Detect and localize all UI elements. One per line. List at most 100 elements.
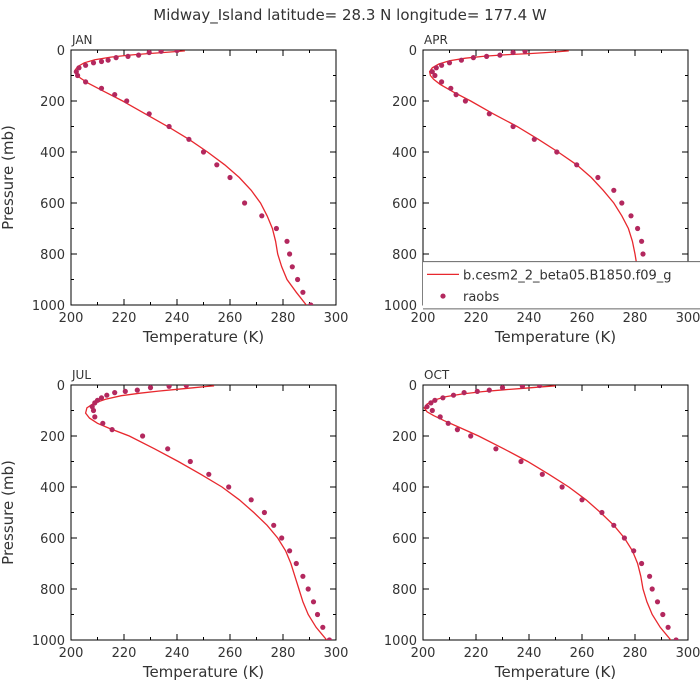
raobs-point [439,79,445,85]
raobs-point [448,85,454,91]
raobs-point [439,62,445,68]
raobs-point [186,136,192,142]
raobs-point [261,509,267,516]
y-tick-label: 400 [392,481,417,496]
raobs-point [271,522,277,528]
y-tick-label: 1000 [384,299,417,314]
model-profile-line [74,50,307,305]
raobs-point [639,560,645,567]
x-tick-label: 220 [112,646,137,661]
raobs-point [433,65,439,71]
raobs-point [673,637,679,640]
y-tick-label: 800 [392,248,417,263]
raobs-point [134,387,140,393]
x-axis-label: Temperature (K) [142,663,264,681]
x-tick-label: 240 [517,646,542,661]
model-profile-line [84,385,328,640]
raobs-point [124,98,130,104]
y-tick-label: 200 [40,95,65,110]
raobs-point [76,65,82,71]
panel-label: JAN [71,33,93,47]
raobs-point [631,548,637,554]
x-tick-label: 260 [218,311,243,326]
raobs-point [113,55,119,61]
raobs-point [518,458,524,465]
y-tick-label: 800 [40,248,65,263]
y-axis-label: Pressure (mb) [0,460,17,565]
model-profile-line [423,385,672,640]
raobs-point [293,560,299,567]
x-tick-label: 300 [676,646,700,661]
raobs-point [440,395,446,401]
raobs-point [83,79,89,85]
model-profile-line [428,50,660,305]
x-axis-label: Temperature (K) [494,663,616,681]
raobs-point [510,123,516,130]
plot-frame [70,49,337,306]
raobs-point [621,535,628,541]
raobs-point [158,50,164,54]
x-tick-label: 240 [165,311,190,326]
raobs-point [445,420,451,426]
raobs-point [537,385,543,389]
raobs-point [432,397,438,403]
panel-label: JUL [71,368,91,382]
raobs-point [510,50,516,56]
raobs-point [574,162,580,168]
panel-label: OCT [424,368,450,382]
raobs-point [300,573,306,579]
y-tick-label: 200 [392,430,417,445]
legend-model-label: b.cesm2_2_beta05.B1850.f09_g [463,268,672,283]
raobs-point [259,213,265,219]
raobs-point [635,225,641,232]
raobs-point [183,385,189,389]
raobs-point [174,50,180,54]
raobs-point [450,392,457,398]
raobs-point [474,388,480,394]
y-tick-label: 0 [409,379,417,394]
raobs-point [665,624,671,630]
plot-frame [422,384,689,641]
raobs-point [104,392,110,398]
raobs-point [628,213,634,219]
raobs-point [90,60,97,66]
raobs-point [89,404,95,410]
raobs-point [619,200,625,206]
y-tick-label: 0 [409,44,417,59]
raobs-point [122,388,128,394]
raobs-point [554,149,560,155]
y-tick-label: 400 [392,146,417,161]
raobs-point [310,599,317,605]
raobs-point [654,599,661,605]
raobs-point [559,484,565,490]
raobs-point [539,471,545,477]
raobs-point [147,385,154,391]
raobs-point [522,50,528,54]
raobs-point [611,522,617,528]
raobs-point [279,535,285,541]
x-axis-label: Temperature (K) [494,328,616,346]
y-tick-label: 200 [392,95,417,110]
raobs-point [462,98,468,104]
raobs-point [140,433,146,439]
x-tick-label: 240 [165,646,190,661]
raobs-point [454,427,460,433]
raobs-point [112,390,118,396]
raobs-point [166,123,172,130]
y-tick-label: 400 [40,481,65,496]
raobs-point [595,174,601,181]
y-tick-label: 600 [40,197,65,212]
raobs-point [446,60,453,66]
raobs-point [486,111,492,117]
raobs-point [429,407,435,414]
x-tick-label: 200 [59,311,84,326]
y-tick-label: 600 [40,532,65,547]
raobs-point [470,55,476,61]
raobs-point [519,385,525,389]
raobs-point [640,251,646,257]
raobs-point [105,57,111,63]
raobs-point [287,548,293,554]
x-tick-label: 300 [676,311,700,326]
raobs-point [98,58,105,65]
raobs-point [98,395,105,401]
